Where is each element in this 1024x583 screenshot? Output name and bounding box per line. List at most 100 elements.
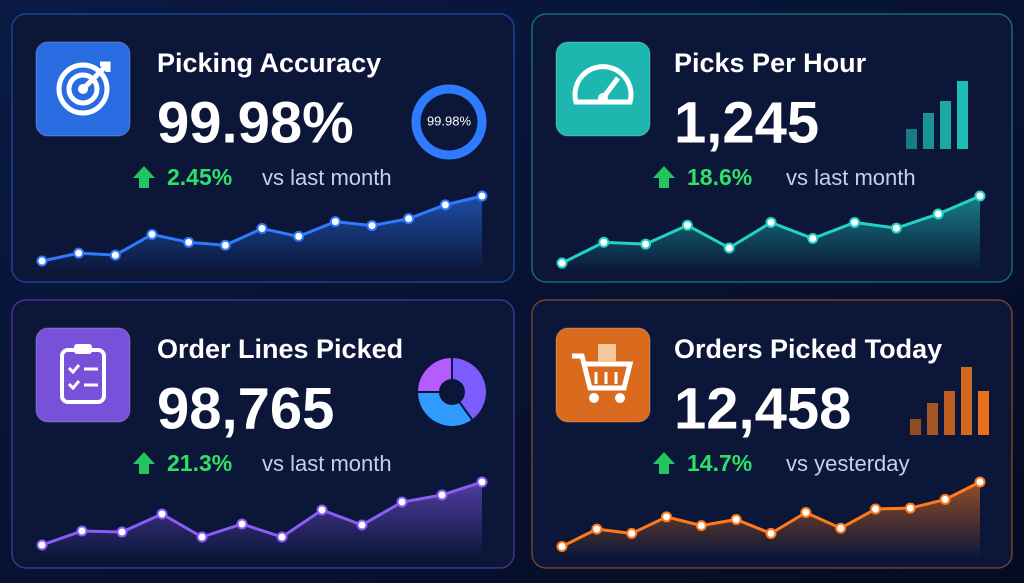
- change-value: 21.3%: [167, 450, 232, 476]
- trend-point: [109, 249, 121, 261]
- trend-point: [598, 236, 610, 248]
- trend-point: [974, 190, 986, 202]
- trend-area: [42, 482, 482, 556]
- up-arrow: [133, 166, 155, 188]
- trend-point: [932, 208, 944, 220]
- trend-point: [36, 539, 48, 551]
- trend-point: [146, 228, 158, 240]
- comparison-text: vs last month: [262, 165, 392, 190]
- trend-point: [183, 236, 195, 248]
- trend-point: [476, 476, 488, 488]
- change-value: 18.6%: [687, 164, 752, 190]
- kpi-value: 1,245: [674, 90, 819, 155]
- trend-point: [396, 496, 408, 508]
- icon-box: [555, 41, 651, 137]
- trend-point: [904, 502, 916, 514]
- mini-bar: [961, 367, 972, 435]
- trend-point: [835, 522, 847, 534]
- card-frame: [531, 299, 1013, 569]
- card-title: Picking Accuracy: [157, 48, 381, 78]
- mini-bar: [940, 101, 951, 149]
- card-frame: [531, 13, 1013, 283]
- card-title: Order Lines Picked: [157, 334, 403, 364]
- card-title: Picks Per Hour: [674, 48, 867, 78]
- kpi-card: Order Lines Picked 98,765 21.3% vs last mon…: [11, 299, 515, 569]
- trend-point: [765, 216, 777, 228]
- trend-point: [556, 257, 568, 269]
- trend-point: [591, 523, 603, 535]
- trend-point: [800, 507, 812, 519]
- trend-point: [73, 247, 85, 259]
- trend-point: [870, 503, 881, 515]
- comparison-text: vs last month: [786, 165, 916, 190]
- trend-point: [681, 219, 693, 231]
- trend-point: [626, 527, 638, 539]
- trend-point: [36, 255, 48, 267]
- pie-slice: [451, 355, 488, 422]
- icon: [35, 41, 131, 137]
- trend-point: [196, 531, 208, 543]
- trend-point: [116, 526, 128, 538]
- trend-point: [356, 519, 368, 531]
- icon-box: [555, 327, 651, 423]
- trend-line: [41, 480, 483, 547]
- mini-bar: [906, 129, 917, 149]
- trend-point: [939, 493, 951, 505]
- donut-arc: [411, 84, 487, 160]
- trend-point: [76, 525, 88, 537]
- trend-point: [640, 238, 652, 250]
- mini-bar: [927, 403, 938, 435]
- change-value: 2.45%: [167, 164, 232, 190]
- kpi-value: 99.98%: [157, 90, 354, 155]
- mini-bar: [957, 81, 968, 149]
- trend-area: [562, 196, 980, 270]
- card-frame: [11, 13, 515, 283]
- trend-point: [219, 239, 231, 251]
- trend-point: [293, 230, 305, 242]
- trend-point: [439, 199, 451, 211]
- kpi-card: Picks Per Hour 1,245 18.6% vs last month: [531, 13, 1013, 283]
- trend-point: [849, 216, 861, 228]
- trend-point: [695, 520, 707, 532]
- kpi-card: Picking Accuracy 99.98% 2.45% vs last month…: [11, 13, 515, 283]
- change-value: 14.7%: [687, 450, 752, 476]
- icon-box: [35, 327, 131, 423]
- trend-point: [316, 504, 328, 516]
- trend-area: [562, 482, 980, 556]
- comparison-text: vs last month: [262, 451, 392, 476]
- kpi-card: Orders Picked Today 12,458 14.7% vs yesterd…: [531, 299, 1013, 569]
- mini-bar: [910, 419, 921, 435]
- trend-point: [807, 233, 819, 244]
- comparison-text: vs yesterday: [786, 451, 910, 476]
- trend-point: [366, 220, 378, 232]
- trend-point: [476, 190, 488, 202]
- mini-bar: [923, 113, 934, 149]
- trend-point: [974, 476, 986, 488]
- trend-point: [276, 531, 288, 543]
- trend-point: [556, 541, 568, 553]
- pie-slice: [415, 355, 453, 393]
- up-arrow: [133, 452, 155, 474]
- kpi-value: 12,458: [674, 376, 851, 441]
- trend-point: [436, 489, 448, 501]
- mini-bar: [978, 391, 989, 435]
- up-arrow: [653, 452, 675, 474]
- trend-point: [236, 518, 248, 530]
- trend-point: [765, 527, 777, 539]
- mini-bar: [944, 391, 955, 435]
- card-title: Orders Picked Today: [674, 334, 942, 364]
- trend-point: [156, 508, 168, 520]
- icon: [35, 327, 131, 423]
- pie-slice: [415, 391, 474, 428]
- trend-point: [730, 513, 742, 525]
- up-arrow: [653, 166, 675, 188]
- trend-point: [256, 223, 268, 235]
- trend-point: [723, 242, 735, 254]
- trend-point: [890, 222, 902, 234]
- icon: [555, 327, 651, 423]
- icon: [555, 41, 651, 137]
- kpi-value: 98,765: [157, 376, 334, 441]
- trend-point: [661, 511, 672, 523]
